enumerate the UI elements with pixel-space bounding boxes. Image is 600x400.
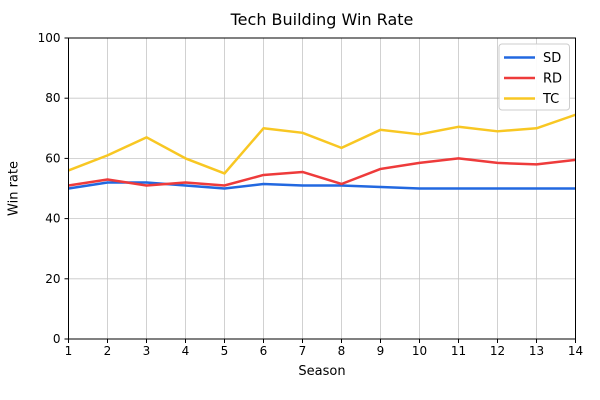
y-tick-label: 100 [38, 31, 61, 45]
legend-label-TC: TC [542, 92, 559, 107]
x-tick-label: 10 [412, 344, 427, 358]
x-tick-label: 12 [490, 344, 505, 358]
x-tick-label: 14 [568, 344, 583, 358]
x-tick-label: 9 [377, 344, 385, 358]
plot-border [68, 37, 576, 340]
y-tick-label: 20 [45, 272, 60, 286]
x-tick-label: 3 [143, 344, 151, 358]
axis-ticks [64, 37, 576, 343]
x-tick-label: 4 [182, 344, 190, 358]
legend-entry-SD: SD [504, 51, 561, 66]
series-line-SD [68, 181, 576, 190]
x-tick-label: 1 [65, 344, 73, 358]
x-tick-label: 6 [260, 344, 268, 358]
x-tick-label: 11 [451, 344, 466, 358]
series-line-RD [68, 157, 576, 187]
y-axis-label: Win rate [6, 161, 22, 216]
y-tick-label: 80 [45, 91, 60, 105]
chart-title: Tech Building Win Rate [230, 10, 414, 29]
y-tick-label: 60 [45, 151, 60, 165]
legend-entry-RD: RD [504, 72, 562, 87]
series-line-TC [68, 113, 576, 175]
x-tick-label: 8 [338, 344, 346, 358]
y-tick-label: 40 [45, 212, 60, 226]
y-tick-label: 0 [53, 332, 61, 346]
legend-label-RD: RD [543, 72, 562, 87]
legend-label-SD: SD [543, 51, 561, 66]
x-tick-label: 2 [104, 344, 112, 358]
legend: SD RD TC [498, 43, 570, 111]
legend-entry-TC: TC [504, 92, 559, 107]
x-tick-label: 7 [299, 344, 307, 358]
x-tick-label: 13 [529, 344, 544, 358]
x-axis-label: Season [298, 364, 346, 379]
x-tick-label: 5 [221, 344, 229, 358]
